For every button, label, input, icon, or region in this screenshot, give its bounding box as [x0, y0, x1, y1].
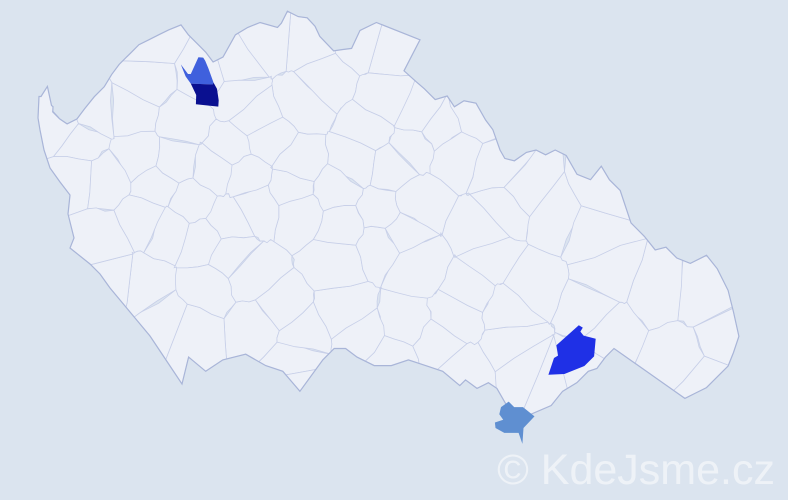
svg-text:© KdeJsme.cz: © KdeJsme.cz [497, 446, 775, 494]
